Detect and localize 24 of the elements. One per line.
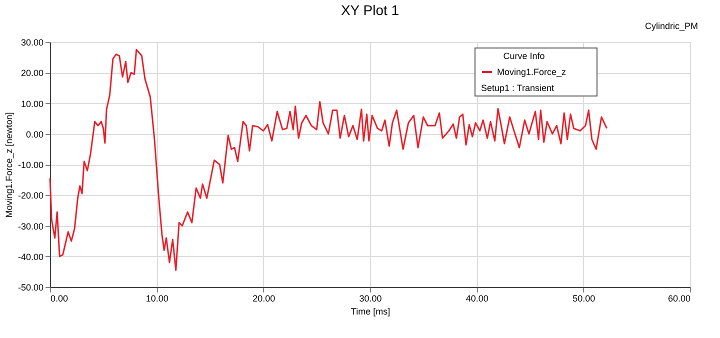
legend-label: Moving1.Force_z bbox=[497, 67, 567, 77]
x-tick-label: 20.00 bbox=[252, 294, 276, 304]
legend-title: Curve Info bbox=[503, 51, 545, 61]
chart-title: XY Plot 1 bbox=[340, 2, 400, 18]
y-tick-label: -10.00 bbox=[18, 160, 44, 170]
y-tick-label: -40.00 bbox=[18, 252, 44, 262]
y-tick-label: -50.00 bbox=[18, 282, 44, 292]
x-tick-label: 30.00 bbox=[359, 294, 382, 304]
y-axis-title: Moving1.Force_z [newton] bbox=[4, 112, 14, 218]
y-tick-label: 30.00 bbox=[20, 38, 44, 48]
line-series bbox=[49, 48, 608, 271]
text: Cylindric_PM bbox=[644, 21, 698, 31]
x-tick-label: 10.00 bbox=[146, 294, 168, 304]
y-tick-label: 0.00 bbox=[26, 129, 44, 140]
x-tick-label: 50.00 bbox=[572, 294, 596, 304]
y-tick-label: 20.00 bbox=[20, 68, 44, 78]
y-tick-label: -20.00 bbox=[18, 190, 44, 201]
x-axis-title: Time [ms] bbox=[350, 306, 390, 316]
x-tick-label: 60.00 bbox=[668, 294, 690, 304]
x-tick-label: 0.00 bbox=[50, 294, 68, 304]
y-tick-label: -30.00 bbox=[18, 221, 44, 232]
x-tick-label: 40.00 bbox=[466, 294, 488, 304]
y-tick-label: 10.00 bbox=[20, 98, 44, 109]
annotation: Setup1 : Transient bbox=[481, 83, 555, 93]
